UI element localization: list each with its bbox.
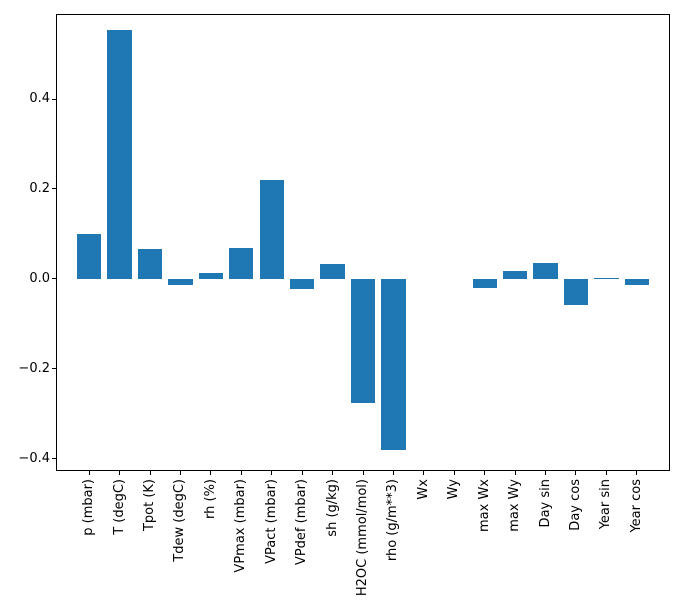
x-tick-label: Day cos xyxy=(567,479,583,531)
bar xyxy=(137,249,163,279)
x-tick-mark xyxy=(332,471,334,475)
x-tick-mark xyxy=(362,471,364,475)
x-tick-label: Wy xyxy=(446,479,462,500)
x-tick-mark xyxy=(179,471,181,475)
y-tick-label: −0.4 xyxy=(18,450,50,466)
x-tick-label: VPdef (mbar) xyxy=(294,479,310,566)
y-tick-mark xyxy=(52,458,56,460)
x-tick-label: Tpot (K) xyxy=(142,479,158,532)
bar xyxy=(381,278,406,450)
bar xyxy=(289,278,315,289)
bar xyxy=(107,30,132,279)
y-tick-mark xyxy=(52,98,56,100)
x-tick-mark xyxy=(88,471,90,475)
x-tick-mark xyxy=(392,471,394,475)
x-tick-mark xyxy=(545,471,547,475)
x-tick-label: max Wx xyxy=(476,479,492,533)
x-tick-label: VPact (mbar) xyxy=(263,479,279,564)
x-tick-label: H2OC (mmol/mol) xyxy=(355,479,370,597)
x-tick-label: rho (g/m**3) xyxy=(385,479,401,562)
y-tick-label: 0.4 xyxy=(29,91,50,106)
x-tick-label: p (mbar) xyxy=(81,479,97,536)
x-tick-mark xyxy=(575,471,577,475)
plot-area xyxy=(56,14,670,471)
y-tick-mark xyxy=(52,188,56,190)
x-tick-mark xyxy=(423,471,425,475)
x-tick-mark xyxy=(149,471,151,475)
bar xyxy=(502,270,528,279)
bar xyxy=(533,262,558,279)
x-tick-mark xyxy=(636,471,638,475)
x-tick-mark xyxy=(271,471,273,475)
bar xyxy=(472,278,497,288)
x-tick-label: Year cos xyxy=(628,479,644,533)
x-tick-label: Wx xyxy=(415,479,431,500)
x-tick-mark xyxy=(240,471,242,475)
y-tick-label: −0.2 xyxy=(18,360,50,376)
x-tick-mark xyxy=(605,471,607,475)
x-tick-label: Day sin xyxy=(537,479,553,528)
bar xyxy=(624,278,649,285)
x-tick-mark xyxy=(119,471,121,475)
bar xyxy=(229,247,254,279)
x-tick-label: sh (g/kg) xyxy=(324,479,340,537)
x-tick-mark xyxy=(514,471,516,475)
bar xyxy=(168,278,193,285)
y-tick-label: 0.2 xyxy=(29,180,50,196)
x-tick-label: T (degC) xyxy=(111,479,127,535)
x-tick-label: VPmax (mbar) xyxy=(233,479,249,573)
x-tick-label: max Wy xyxy=(507,479,523,532)
bar xyxy=(77,233,102,279)
bar xyxy=(320,264,345,279)
y-tick-label: 0.0 xyxy=(29,270,50,286)
x-tick-mark xyxy=(453,471,455,475)
x-tick-label: Tdew (degC) xyxy=(172,479,188,562)
bar xyxy=(563,278,589,305)
x-tick-label: Year sin xyxy=(598,479,614,530)
y-tick-mark xyxy=(52,278,56,280)
bar xyxy=(198,273,224,279)
x-tick-mark xyxy=(210,471,212,475)
x-tick-mark xyxy=(301,471,303,475)
bar xyxy=(594,278,619,280)
x-tick-mark xyxy=(484,471,486,475)
bar xyxy=(259,179,284,279)
x-tick-label: rh (%) xyxy=(202,479,218,519)
y-tick-mark xyxy=(52,368,56,370)
bar xyxy=(350,278,376,403)
